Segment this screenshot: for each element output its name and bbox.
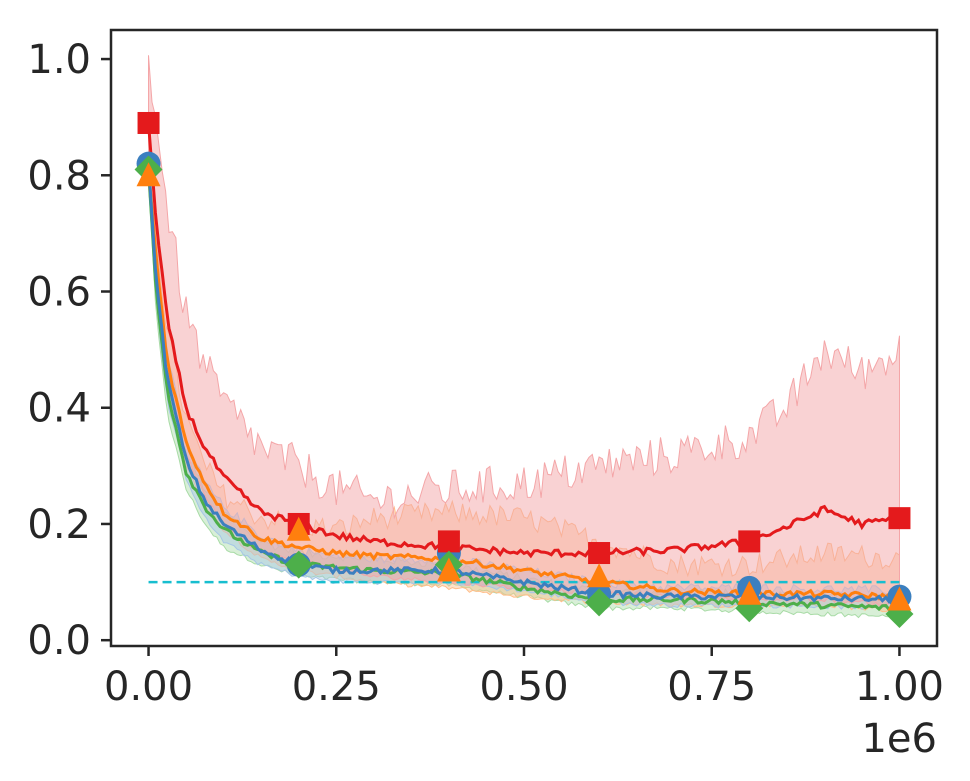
x-axis: 0.00 0.25 0.50 0.75 1.00	[104, 646, 944, 710]
series-2-marker-0	[136, 162, 161, 187]
series-0-marker-0	[137, 111, 160, 134]
series-0-marker-5	[888, 507, 911, 530]
series-lines-layer	[147, 122, 901, 612]
series-3-marker-1	[284, 550, 313, 579]
series-1-line	[147, 163, 900, 604]
series-2-marker-5	[887, 586, 912, 611]
series-2-marker-3	[587, 563, 612, 588]
bands-layer	[148, 55, 900, 621]
x-tick-label-2: 0.50	[479, 664, 568, 710]
y-tick-label-1: 0.2	[27, 502, 91, 548]
series-0-marker-3	[588, 542, 611, 565]
y-tick-label-2: 0.4	[27, 386, 91, 432]
x-offset-label: 1e6	[861, 716, 937, 762]
y-tick-label-0: 0.0	[27, 618, 91, 664]
series-3-marker-3	[585, 588, 614, 617]
y-axis: 0.0 0.2 0.4 0.6 0.8 1.0	[27, 37, 111, 664]
y-tick-label-3: 0.6	[27, 270, 91, 316]
series-0-line	[147, 122, 901, 559]
x-tick-label-3: 0.75	[667, 664, 756, 710]
series-2-marker-2	[436, 557, 461, 582]
x-tick-label-4: 1.00	[855, 664, 944, 710]
markers-layer	[134, 111, 914, 629]
y-tick-label-4: 0.8	[27, 153, 91, 199]
x-tick-label-0: 0.00	[104, 664, 193, 710]
y-tick-label-5: 1.0	[27, 37, 91, 83]
series-0-band	[148, 55, 900, 607]
series-0-marker-2	[437, 530, 460, 553]
series-2-marker-4	[737, 580, 762, 605]
x-tick-label-1: 0.25	[292, 664, 381, 710]
series-2-marker-1	[286, 516, 311, 541]
series-0-marker-4	[738, 530, 761, 553]
